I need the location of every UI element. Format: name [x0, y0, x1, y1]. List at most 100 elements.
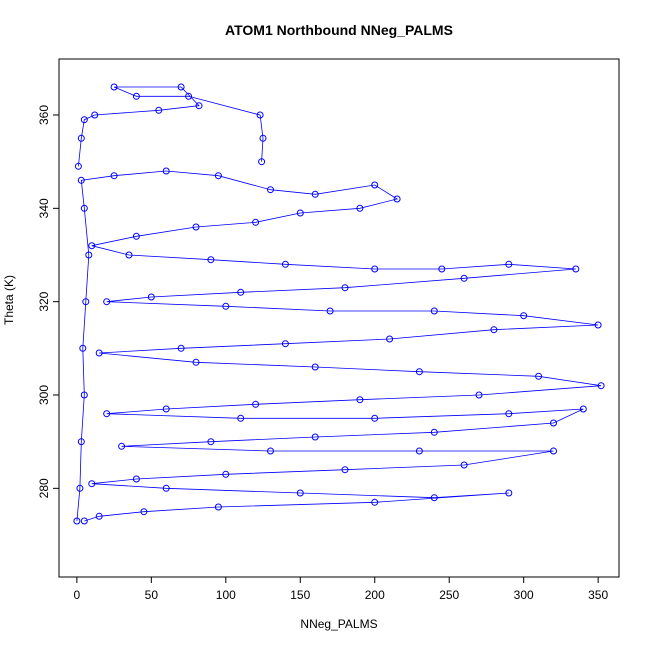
data-point	[195, 102, 203, 110]
data-point	[79, 344, 87, 352]
data-point	[118, 442, 126, 450]
data-point	[579, 405, 587, 413]
data-point	[460, 461, 468, 469]
data-point	[311, 433, 319, 441]
data-point	[76, 484, 84, 492]
data-point	[371, 498, 379, 506]
data-point	[311, 363, 319, 371]
data-point	[371, 181, 379, 189]
data-point	[222, 470, 230, 478]
data-point	[125, 251, 133, 259]
data-point	[430, 494, 438, 502]
data-point	[535, 372, 543, 380]
data-point	[237, 414, 245, 422]
data-point	[505, 410, 513, 418]
data-point	[74, 162, 82, 170]
data-point	[80, 517, 88, 525]
data-point	[415, 447, 423, 455]
data-point	[162, 405, 170, 413]
data-point	[296, 489, 304, 497]
data-point	[252, 400, 260, 408]
data-point	[147, 293, 155, 301]
data-point	[341, 284, 349, 292]
x-tick-label: 250	[439, 588, 459, 602]
data-point	[214, 503, 222, 511]
data-point	[132, 92, 140, 100]
data-point	[326, 307, 334, 315]
data-point	[237, 288, 245, 296]
data-point	[77, 438, 85, 446]
data-point	[258, 158, 266, 166]
data-point	[594, 321, 602, 329]
data-point	[132, 232, 140, 240]
data-point	[103, 298, 111, 306]
data-point	[177, 83, 185, 91]
data-point	[281, 340, 289, 348]
data-point	[356, 204, 364, 212]
data-point	[132, 475, 140, 483]
data-point	[95, 349, 103, 357]
data-point	[155, 106, 163, 114]
data-point	[438, 265, 446, 273]
data-point	[475, 391, 483, 399]
series-lines	[76, 86, 602, 522]
data-point	[110, 83, 118, 91]
data-point	[267, 186, 274, 194]
series-line	[78, 86, 264, 167]
y-tick-label: 340	[37, 198, 51, 218]
data-point	[80, 391, 88, 399]
series-line	[76, 170, 602, 522]
data-point	[341, 466, 349, 474]
y-axis-label: Theta (K)	[2, 275, 16, 325]
x-tick-label: 0	[74, 588, 81, 602]
data-point	[162, 167, 170, 175]
data-point	[77, 134, 85, 142]
data-point	[192, 358, 200, 366]
data-point	[88, 480, 96, 488]
data-point	[192, 223, 200, 231]
data-point	[252, 218, 260, 226]
x-tick-label: 100	[216, 588, 236, 602]
data-point	[214, 172, 222, 180]
data-point	[77, 176, 85, 184]
data-point	[88, 242, 96, 250]
data-point	[222, 302, 230, 310]
x-axis: 0 50 100 150 200 250 300 350	[74, 577, 608, 602]
data-point	[460, 274, 468, 282]
data-point	[386, 335, 394, 343]
data-point	[207, 438, 215, 446]
data-point	[85, 251, 93, 259]
x-tick-label: 350	[588, 588, 608, 602]
data-point	[256, 111, 264, 119]
data-point	[80, 116, 88, 124]
data-point	[177, 344, 185, 352]
data-point	[505, 489, 513, 497]
data-point	[73, 517, 81, 525]
data-point	[597, 382, 605, 390]
data-point	[550, 447, 557, 455]
data-point	[371, 414, 379, 422]
x-tick-label: 300	[514, 588, 534, 602]
data-points	[73, 83, 605, 525]
chart-title: ATOM1 Northbound NNeg_PALMS	[225, 22, 453, 38]
data-point	[91, 111, 99, 119]
data-point	[95, 512, 103, 520]
data-point	[140, 508, 148, 516]
y-axis: 280 300 320 340 360	[37, 105, 59, 498]
data-point	[162, 484, 170, 492]
data-point	[572, 265, 580, 273]
data-point	[520, 312, 528, 320]
y-tick-label: 360	[37, 105, 51, 125]
data-point	[207, 256, 215, 264]
x-tick-label: 200	[365, 588, 385, 602]
data-point	[550, 419, 557, 427]
data-point	[311, 190, 319, 198]
data-point	[371, 265, 379, 273]
data-point	[505, 260, 513, 268]
data-point	[281, 260, 289, 268]
data-point	[185, 92, 193, 100]
data-point	[259, 134, 267, 142]
y-tick-label: 320	[37, 291, 51, 311]
x-tick-label: 150	[290, 588, 310, 602]
